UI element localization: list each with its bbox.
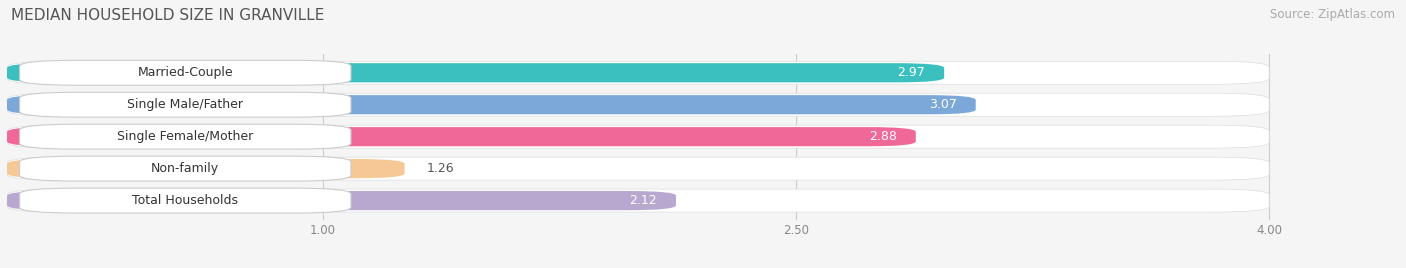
Text: Total Households: Total Households xyxy=(132,194,238,207)
FancyBboxPatch shape xyxy=(7,125,1270,148)
FancyBboxPatch shape xyxy=(20,188,352,213)
FancyBboxPatch shape xyxy=(7,95,976,114)
FancyBboxPatch shape xyxy=(20,92,352,117)
FancyBboxPatch shape xyxy=(20,124,352,149)
Text: 3.07: 3.07 xyxy=(929,98,956,111)
Text: Married-Couple: Married-Couple xyxy=(138,66,233,79)
Text: Non-family: Non-family xyxy=(152,162,219,175)
Text: MEDIAN HOUSEHOLD SIZE IN GRANVILLE: MEDIAN HOUSEHOLD SIZE IN GRANVILLE xyxy=(11,8,325,23)
Text: 2.12: 2.12 xyxy=(630,194,657,207)
FancyBboxPatch shape xyxy=(7,157,1270,180)
Text: Single Male/Father: Single Male/Father xyxy=(128,98,243,111)
FancyBboxPatch shape xyxy=(7,127,915,146)
FancyBboxPatch shape xyxy=(7,63,945,82)
Text: Single Female/Mother: Single Female/Mother xyxy=(117,130,253,143)
FancyBboxPatch shape xyxy=(7,93,1270,116)
FancyBboxPatch shape xyxy=(7,61,1270,84)
FancyBboxPatch shape xyxy=(7,159,405,178)
FancyBboxPatch shape xyxy=(20,156,352,181)
Text: 2.88: 2.88 xyxy=(869,130,897,143)
Text: Source: ZipAtlas.com: Source: ZipAtlas.com xyxy=(1270,8,1395,21)
Text: 1.26: 1.26 xyxy=(426,162,454,175)
Text: 2.97: 2.97 xyxy=(897,66,925,79)
FancyBboxPatch shape xyxy=(7,189,1270,212)
FancyBboxPatch shape xyxy=(7,191,676,210)
FancyBboxPatch shape xyxy=(20,60,352,85)
